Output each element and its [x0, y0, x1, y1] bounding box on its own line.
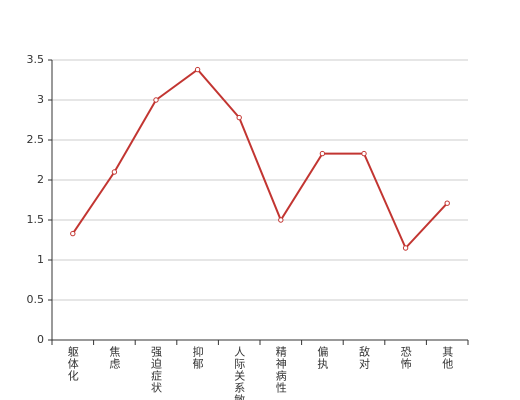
- point: [194, 66, 201, 73]
- point: [153, 97, 159, 103]
- point: [319, 150, 326, 157]
- x-tick-label: 人际关系敏感: [233, 346, 246, 400]
- point: [402, 245, 409, 251]
- point: [236, 114, 242, 121]
- line: [71, 68, 448, 250]
- y-tick-label: 2.5: [27, 133, 45, 146]
- y-tick-label: 0.5: [27, 293, 45, 306]
- y-tick-label: 1.5: [27, 213, 45, 226]
- x-tick-label: 躯体化: [66, 346, 79, 382]
- y-tick-label: 2: [37, 173, 44, 186]
- x-tick-label: 精神病性: [274, 346, 287, 394]
- point: [111, 169, 118, 175]
- x-tick-label: 偏执: [316, 345, 329, 370]
- y-tick-label: 3: [37, 93, 44, 106]
- point: [444, 200, 450, 206]
- y-tick-label: 1: [37, 253, 44, 266]
- y-tick-label: 0: [37, 333, 44, 346]
- x-tick-label: 敌对: [358, 345, 371, 370]
- x-tick-label: 恐怖: [399, 346, 412, 370]
- x-tick-label: 强迫症状: [150, 346, 163, 394]
- x-tick-label: 抑郁: [191, 345, 204, 370]
- x-tick-label: 其他: [441, 346, 454, 370]
- point: [278, 217, 284, 223]
- point: [70, 230, 76, 237]
- point: [361, 150, 367, 157]
- y-tick-label: 3.5: [27, 53, 45, 66]
- x-tick-label: 焦虑: [108, 346, 121, 370]
